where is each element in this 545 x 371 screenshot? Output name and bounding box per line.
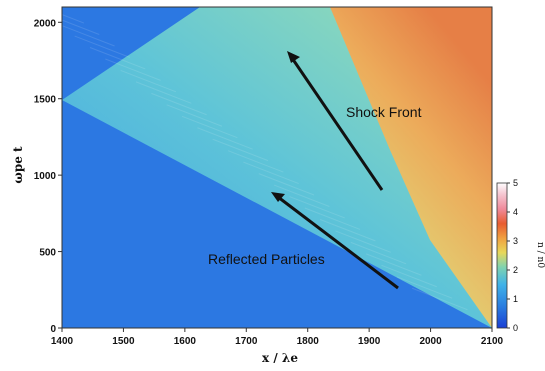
streak-line — [151, 92, 207, 116]
x-tick-label: 1400 — [51, 336, 74, 347]
x-tick-label: 2000 — [419, 336, 442, 347]
x-tick-label: 1900 — [358, 336, 381, 347]
plot-area — [62, 7, 492, 328]
x-tick-label: 1700 — [235, 336, 258, 347]
colorbar-gradient — [496, 182, 508, 329]
streak-line — [105, 58, 161, 81]
streak-line — [411, 287, 468, 311]
streak-line — [62, 25, 115, 47]
streak-line — [227, 150, 284, 173]
streak-line — [197, 127, 253, 150]
x-tick-label: 1600 — [174, 336, 197, 347]
reflected-particles-label: Reflected Particles — [208, 251, 325, 267]
colorbar-ticks: 0 1 2 3 4 5 — [507, 178, 518, 333]
streak-line — [120, 69, 177, 93]
streak-line — [350, 241, 407, 265]
streak-line — [319, 219, 376, 242]
streak-line — [396, 276, 453, 299]
colorbar-tick-label: 0 — [513, 323, 518, 333]
shock-front-arrow — [290, 57, 384, 191]
y-tick-label: 500 — [39, 248, 56, 259]
x-tick-label: 2100 — [481, 336, 504, 347]
shock-front-arrowhead — [287, 51, 300, 63]
streak-line — [89, 47, 146, 70]
plot-frame — [61, 6, 493, 329]
streak-line — [181, 115, 238, 139]
shock-front-label: Shock Front — [346, 104, 422, 120]
colorbar-tick-label: 5 — [513, 178, 518, 188]
streak-line — [166, 104, 223, 127]
y-tick-label: 2000 — [34, 18, 57, 29]
reflected-particles-arrowhead — [271, 192, 285, 202]
colorbar-label: n / n0 — [535, 242, 545, 268]
downstream-region — [330, 7, 492, 328]
colorbar-tick-label: 1 — [513, 294, 518, 304]
streak-line — [304, 207, 361, 230]
streak-line — [243, 161, 299, 185]
streak-line — [62, 14, 85, 24]
streak-line — [62, 19, 100, 35]
reflected-particles-arrow — [277, 195, 399, 290]
streak-line — [135, 81, 192, 104]
streak-line — [74, 35, 131, 58]
streak-line — [212, 138, 269, 162]
y-axis-label: ωpe t — [11, 146, 25, 184]
y-axis-ticks: 0 500 1000 1500 2000 — [34, 18, 62, 335]
annotation-arrows — [271, 51, 399, 290]
reflected-particle-streaks — [62, 14, 468, 311]
colorbar-tick-label: 2 — [513, 265, 518, 275]
x-axis-ticks: 1400 1500 1600 1700 1800 1900 2000 2100 — [51, 328, 504, 347]
streak-line — [381, 264, 437, 288]
streak-line — [258, 173, 315, 196]
streak-line — [335, 230, 391, 253]
colorbar-tick-label: 4 — [513, 207, 518, 217]
x-tick-label: 1500 — [112, 336, 135, 347]
colorbar-tick-label: 3 — [513, 236, 518, 246]
x-axis-label: x / λe — [262, 351, 298, 365]
y-tick-label: 1000 — [34, 171, 57, 182]
streak-line — [273, 184, 330, 207]
y-tick-label: 1500 — [34, 95, 57, 106]
streak-line — [289, 196, 345, 219]
x-tick-label: 1800 — [297, 336, 320, 347]
colorbar: 0 1 2 3 4 5 n / n0 — [496, 178, 545, 333]
streak-line — [365, 253, 422, 276]
y-tick-label: 0 — [50, 324, 56, 335]
